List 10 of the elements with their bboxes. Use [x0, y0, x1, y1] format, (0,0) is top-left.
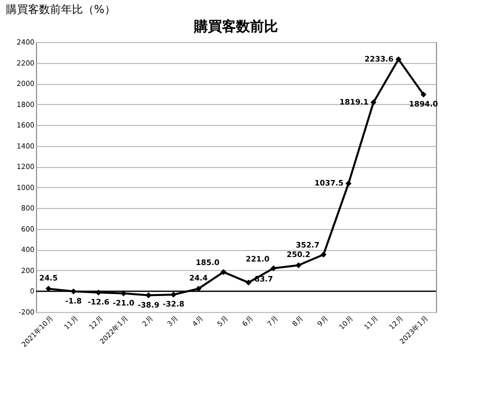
point — [320, 252, 326, 258]
point — [396, 56, 402, 62]
chart-title: 購買客数前比 — [193, 18, 278, 35]
point — [170, 292, 176, 298]
point — [120, 290, 126, 296]
point — [146, 292, 152, 298]
point — [296, 262, 302, 268]
point — [370, 99, 376, 106]
point — [270, 265, 276, 272]
text: 購買客数前年比（%） — [6, 3, 116, 16]
